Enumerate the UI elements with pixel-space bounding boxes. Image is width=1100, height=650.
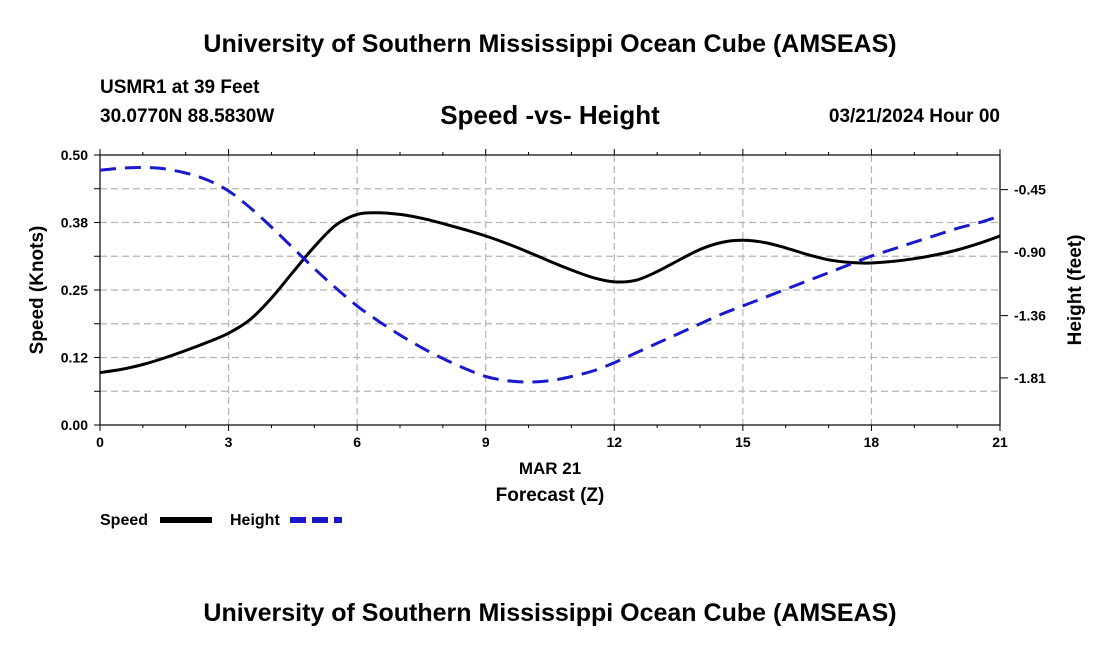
x-axis-date-label: MAR 21 [519,459,581,478]
y-tick-label: 0.25 [61,282,88,298]
y-tick-label: 0.00 [61,417,88,433]
height-series-line [100,167,1000,382]
legend: Speed Height [100,512,342,529]
speed-series-line [100,213,1000,373]
x-tick-label: 0 [96,434,104,450]
y2-tick-label: -1.36 [1014,308,1046,324]
y2-axis-title: Height (feet) [1065,235,1086,346]
x-tick-label: 15 [735,434,751,450]
x-tick-label: 9 [482,434,490,450]
x-tick-label: 3 [225,434,233,450]
legend-height-label: Height [230,512,280,529]
y-tick-label: 0.12 [61,350,88,366]
footer-title: University of Southern Mississippi Ocean… [0,599,1100,628]
legend-speed-label: Speed [100,512,148,529]
y-tick-label: 0.50 [61,147,88,163]
y2-tick-label: -1.81 [1014,370,1046,386]
x-tick-label: 6 [353,434,361,450]
y-axis-title: Speed (Knots) [27,226,48,355]
x-tick-label: 12 [606,434,622,450]
y-tick-label: 0.38 [61,215,88,231]
x-tick-label: 18 [864,434,880,450]
y2-tick-label: -0.90 [1014,244,1046,260]
series-layer [100,167,1000,382]
y2-tick-label: -0.45 [1014,182,1046,198]
x-axis-title: Forecast (Z) [496,485,605,506]
x-tick-label: 21 [992,434,1008,450]
tick-labels: 0 3 6 9 12 15 18 21 0.00 0.12 0.25 0.38 0.50 -0.45 -0.… [61,147,1046,450]
speed-height-chart: 0 3 6 9 12 15 18 21 0.00 0.12 0.25 0.38 0.50 -0.45 -0.… [0,0,1100,650]
